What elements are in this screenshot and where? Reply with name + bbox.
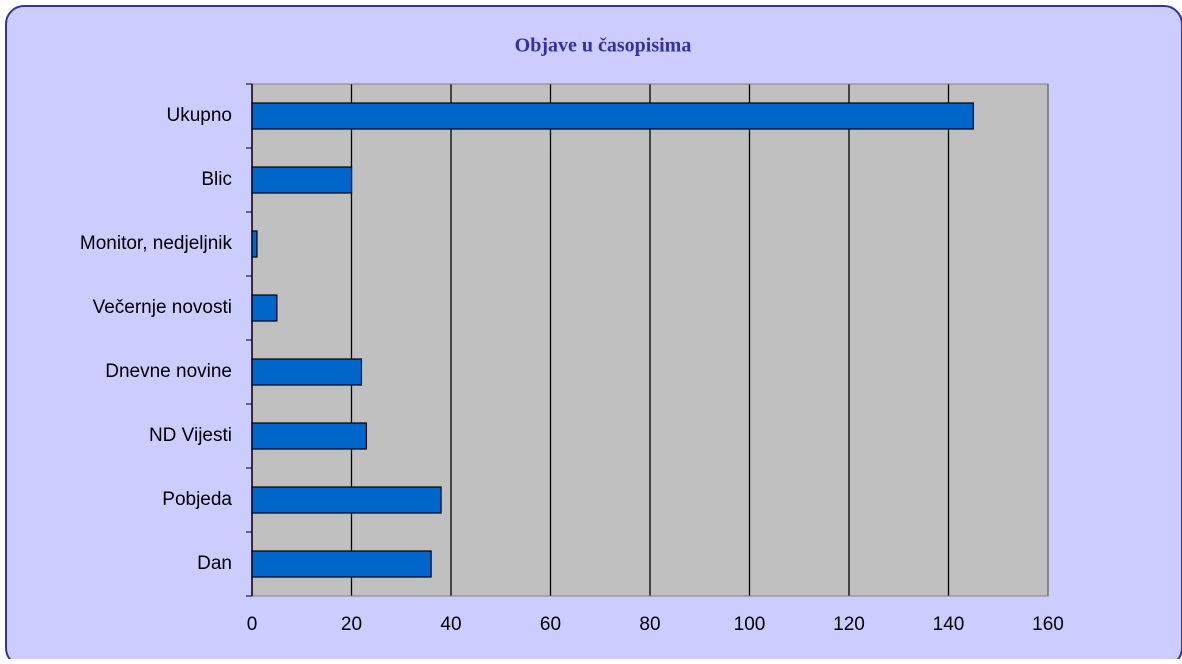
y-tick-label: Blic bbox=[201, 169, 232, 190]
x-tick-label: 100 bbox=[734, 614, 766, 635]
chart-title: Objave u časopisima bbox=[515, 35, 692, 57]
bar bbox=[251, 422, 368, 450]
x-tick-label: 120 bbox=[833, 614, 865, 635]
x-tick-label: 20 bbox=[341, 614, 362, 635]
x-tick-label: 160 bbox=[1032, 614, 1064, 635]
bar bbox=[251, 294, 278, 322]
bar bbox=[251, 230, 258, 258]
x-tick-label: 40 bbox=[440, 614, 461, 635]
bar bbox=[251, 358, 363, 386]
bar bbox=[251, 550, 432, 578]
x-tick-label: 140 bbox=[933, 614, 965, 635]
y-tick-label: Monitor, nedjeljnik bbox=[80, 233, 233, 254]
y-tick-label: Večernje novosti bbox=[93, 297, 232, 318]
y-tick-label: Ukupno bbox=[167, 105, 233, 126]
x-tick-label: 80 bbox=[639, 614, 660, 635]
y-tick-label: ND Vijesti bbox=[149, 425, 232, 446]
y-tick-label: Dan bbox=[197, 553, 232, 574]
x-tick-label: 0 bbox=[247, 614, 258, 635]
x-tick-label: 60 bbox=[540, 614, 561, 635]
bar bbox=[251, 102, 974, 130]
y-tick-label: Dnevne novine bbox=[105, 361, 232, 382]
bar bbox=[251, 486, 442, 514]
y-tick-label: Pobjeda bbox=[162, 489, 232, 510]
bar bbox=[251, 166, 353, 194]
